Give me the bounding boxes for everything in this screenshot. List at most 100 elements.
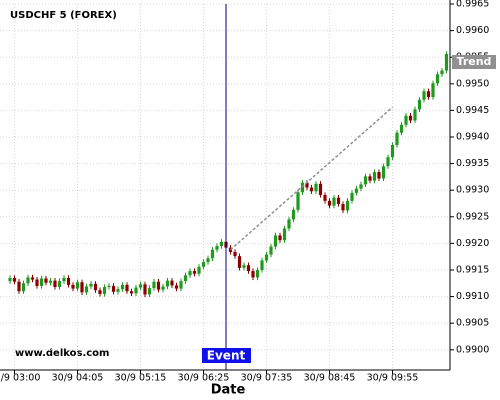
candle-body — [156, 281, 161, 290]
candle-body — [350, 192, 354, 201]
candle-body — [201, 262, 206, 267]
candle-body — [426, 91, 431, 98]
candle-body — [246, 265, 251, 272]
candle-body — [21, 283, 26, 292]
candle-body — [260, 260, 264, 270]
chart-title: USDCHF 5 (FOREX) — [10, 10, 117, 21]
candle-body — [206, 258, 210, 263]
candle-body — [440, 70, 444, 75]
trend-tag-label: Trend — [457, 55, 492, 68]
candle-body — [431, 83, 435, 98]
candle-body — [251, 271, 255, 278]
candle-body — [422, 91, 426, 100]
candle-body — [17, 281, 21, 292]
trend-tag — [452, 54, 496, 69]
candle-body — [125, 284, 129, 292]
candle-body — [273, 235, 278, 247]
candle-body — [62, 277, 66, 282]
candle-body — [390, 144, 395, 158]
y-tick-label: 0.9910 — [456, 291, 489, 302]
candle-body — [57, 281, 62, 288]
y-tick-label: 0.9945 — [456, 105, 489, 116]
y-tick-label: 0.9940 — [456, 131, 489, 142]
candle-body — [120, 284, 125, 290]
candle-body — [309, 187, 314, 192]
candle-body — [368, 176, 372, 181]
candle-body — [417, 99, 422, 110]
candle-body — [53, 280, 57, 288]
candle-body — [161, 286, 165, 290]
candle-body — [129, 291, 134, 294]
x-tick-label: 30/9 08:45 — [304, 373, 356, 384]
candle-body — [327, 200, 332, 206]
candle-body — [138, 284, 143, 288]
candle-body — [305, 182, 309, 188]
candle-body — [408, 115, 413, 121]
x-tick-label: 30/9 06:25 — [178, 373, 230, 384]
candle-body — [242, 265, 246, 268]
candle-body — [291, 209, 296, 220]
candle-body — [444, 54, 449, 71]
event-box — [202, 348, 251, 363]
candle-body — [278, 235, 282, 241]
y-tick-label: 0.9930 — [456, 185, 489, 196]
candle-body — [80, 282, 84, 293]
trend-line — [230, 106, 393, 251]
candle-body — [359, 184, 363, 189]
candle-body — [8, 277, 12, 282]
candle-body — [102, 287, 107, 294]
candle-body — [332, 197, 336, 206]
candle-body — [48, 280, 53, 283]
candle-body — [174, 285, 179, 289]
candle-body — [93, 283, 98, 291]
candle-body — [179, 281, 183, 289]
candle-body — [413, 109, 417, 121]
candle-body — [39, 278, 44, 286]
candle-body — [300, 182, 305, 193]
candle-body — [404, 115, 408, 125]
candle-body — [264, 254, 269, 261]
candle-body — [44, 278, 48, 283]
x-tick-label: 30/9 09:55 — [367, 373, 419, 384]
candle-body — [66, 277, 71, 285]
y-tick-label: 0.9900 — [456, 344, 489, 355]
y-tick-label: 0.9905 — [456, 318, 489, 329]
candle-body — [314, 183, 318, 192]
candle-body — [372, 172, 377, 181]
candle-body — [147, 288, 152, 295]
candle-body — [75, 282, 80, 289]
candle-body — [107, 285, 111, 288]
x-tick-label: 30/9 07:35 — [241, 373, 293, 384]
candle-body — [296, 192, 300, 210]
candle-body — [12, 277, 17, 282]
x-tick-label: 30/9 05:15 — [115, 373, 167, 384]
candle-body — [233, 251, 237, 257]
candle-body — [111, 285, 116, 292]
candle-body — [237, 256, 242, 268]
y-tick-label: 0.9920 — [456, 238, 489, 249]
candle-body — [435, 74, 440, 84]
candle-body — [71, 284, 75, 289]
candle-body — [287, 219, 291, 229]
candle-body — [192, 271, 197, 274]
x-tick-label: 30/9 03:00 — [0, 373, 40, 384]
candle-body — [98, 290, 102, 294]
candle-body — [381, 166, 386, 179]
candle-body — [188, 271, 192, 276]
watermark: www.delkos.com — [15, 348, 109, 359]
candle-body — [269, 246, 273, 255]
candle-body — [323, 194, 327, 201]
candle-body — [377, 172, 381, 179]
candle-body — [219, 241, 224, 247]
candle-body — [165, 280, 170, 287]
candle-body — [152, 281, 156, 289]
candle-body — [30, 277, 35, 280]
candle-body — [255, 269, 260, 278]
candle-body — [354, 188, 359, 193]
candle-body — [134, 287, 138, 294]
candle-body — [215, 246, 219, 250]
candle-body — [116, 289, 120, 292]
candle-body — [363, 176, 368, 185]
